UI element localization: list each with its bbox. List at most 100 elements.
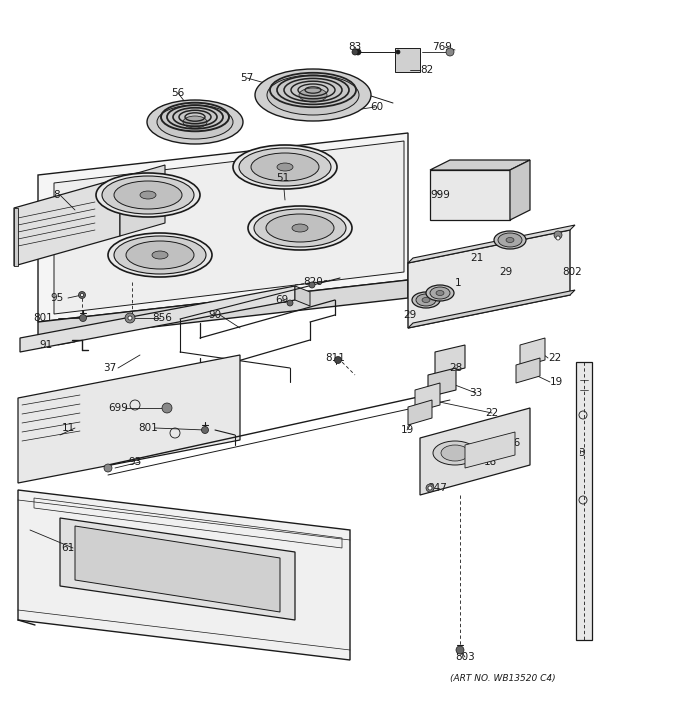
Ellipse shape (183, 116, 207, 128)
Ellipse shape (352, 49, 358, 55)
Ellipse shape (456, 646, 464, 654)
Ellipse shape (233, 145, 337, 189)
Ellipse shape (433, 441, 477, 465)
Ellipse shape (108, 233, 212, 277)
Polygon shape (435, 345, 465, 375)
Ellipse shape (430, 287, 450, 299)
Polygon shape (18, 355, 240, 483)
Polygon shape (120, 165, 165, 236)
Ellipse shape (556, 236, 560, 240)
Ellipse shape (506, 238, 514, 242)
Polygon shape (516, 358, 540, 383)
Ellipse shape (239, 148, 331, 186)
Polygon shape (430, 170, 510, 220)
Ellipse shape (267, 75, 359, 115)
Ellipse shape (416, 294, 436, 306)
Ellipse shape (80, 294, 84, 297)
Text: (ART NO. WB13520 C4): (ART NO. WB13520 C4) (450, 674, 556, 682)
Text: 29: 29 (499, 267, 513, 277)
Ellipse shape (147, 100, 243, 144)
Polygon shape (576, 362, 592, 640)
Text: 699: 699 (108, 403, 128, 413)
Ellipse shape (422, 297, 430, 302)
Text: 34: 34 (427, 290, 441, 300)
Text: 56: 56 (171, 88, 185, 98)
Text: 769: 769 (432, 42, 452, 52)
Polygon shape (14, 178, 120, 266)
Polygon shape (430, 160, 530, 170)
Ellipse shape (140, 191, 156, 199)
Text: 802: 802 (562, 267, 582, 277)
Text: 856: 856 (152, 313, 172, 323)
Polygon shape (395, 48, 420, 72)
Text: 91: 91 (39, 340, 53, 350)
Text: 22: 22 (486, 408, 498, 418)
Ellipse shape (309, 282, 315, 288)
Polygon shape (75, 526, 280, 612)
Polygon shape (415, 383, 440, 412)
Text: 8: 8 (54, 190, 61, 200)
Polygon shape (520, 338, 545, 367)
Ellipse shape (114, 181, 182, 209)
Text: 22: 22 (548, 353, 561, 363)
Ellipse shape (255, 69, 371, 121)
Text: 803: 803 (455, 652, 475, 662)
Text: 11: 11 (61, 423, 75, 433)
Text: 57: 57 (240, 73, 254, 83)
Ellipse shape (266, 214, 334, 242)
Ellipse shape (152, 251, 168, 259)
Polygon shape (408, 225, 575, 263)
Text: 82: 82 (420, 65, 433, 75)
Ellipse shape (287, 300, 293, 306)
Ellipse shape (201, 426, 209, 434)
Polygon shape (60, 518, 295, 620)
Text: 37: 37 (103, 363, 117, 373)
Ellipse shape (157, 105, 233, 139)
Ellipse shape (128, 316, 132, 320)
Text: 93: 93 (129, 457, 141, 467)
Ellipse shape (125, 313, 135, 323)
Text: 61: 61 (61, 543, 75, 553)
Ellipse shape (428, 486, 432, 490)
Text: 847: 847 (427, 483, 447, 493)
Polygon shape (18, 490, 350, 660)
Ellipse shape (96, 173, 200, 217)
Ellipse shape (80, 315, 86, 321)
Text: 90: 90 (209, 310, 222, 320)
Text: 820: 820 (303, 277, 323, 287)
Polygon shape (54, 141, 404, 314)
Ellipse shape (355, 49, 361, 55)
Ellipse shape (436, 291, 444, 296)
Ellipse shape (335, 357, 341, 363)
Ellipse shape (494, 231, 526, 249)
Text: 33: 33 (469, 388, 483, 398)
Ellipse shape (446, 48, 454, 56)
Text: 18: 18 (483, 457, 496, 467)
Polygon shape (295, 286, 310, 306)
Text: 16: 16 (507, 438, 521, 448)
Ellipse shape (104, 464, 112, 472)
Text: 69: 69 (275, 295, 288, 305)
Ellipse shape (426, 285, 454, 301)
Polygon shape (408, 290, 575, 328)
Text: 28: 28 (449, 363, 462, 373)
Text: 59: 59 (160, 105, 173, 115)
Polygon shape (428, 368, 456, 397)
Ellipse shape (441, 445, 469, 461)
Polygon shape (420, 408, 530, 495)
Ellipse shape (412, 292, 440, 308)
Text: 801: 801 (138, 423, 158, 433)
Ellipse shape (114, 236, 206, 274)
Ellipse shape (396, 50, 400, 54)
Ellipse shape (426, 484, 434, 492)
Text: 60: 60 (370, 102, 383, 112)
Polygon shape (468, 255, 530, 295)
Text: 95: 95 (51, 293, 64, 303)
Polygon shape (510, 160, 530, 220)
Polygon shape (20, 286, 295, 352)
Text: 999: 999 (430, 190, 450, 200)
Text: 29: 29 (403, 310, 417, 320)
Text: 51: 51 (276, 173, 290, 183)
Ellipse shape (254, 209, 346, 247)
Text: 1: 1 (455, 278, 461, 288)
